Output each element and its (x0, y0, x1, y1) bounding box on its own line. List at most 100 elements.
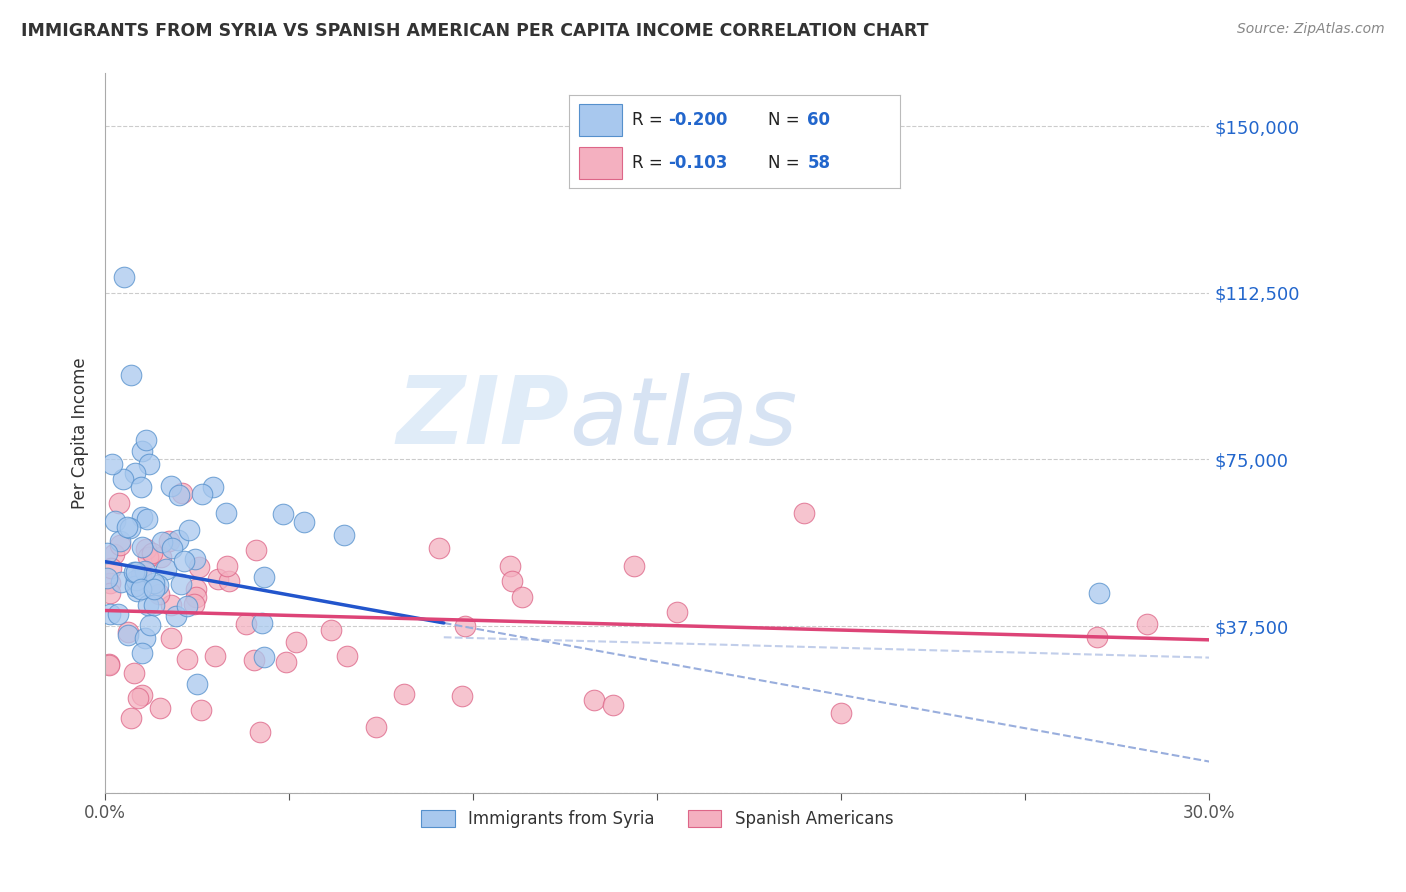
Point (103, 547, 125, 561)
Point (186, 677, 208, 691)
Point (253, 570, 276, 584)
Point (131, 688, 153, 702)
Point (124, 665, 146, 680)
Point (129, 582, 152, 596)
Point (129, 480, 152, 494)
Point (271, 507, 294, 521)
Point (167, 533, 190, 547)
Point (143, 582, 166, 596)
Point (1088, 586, 1111, 600)
Point (427, 541, 450, 555)
Point (184, 582, 207, 596)
Point (364, 720, 387, 734)
Point (336, 648, 359, 663)
Point (623, 559, 645, 574)
Point (124, 466, 146, 480)
Point (501, 574, 523, 588)
Point (98, 576, 121, 591)
Point (333, 528, 356, 542)
Point (98, 607, 121, 621)
Point (184, 590, 207, 604)
Point (135, 541, 157, 556)
Point (131, 510, 153, 524)
Text: atlas: atlas (569, 373, 797, 464)
Point (274, 655, 297, 669)
Point (176, 599, 198, 613)
Point (136, 598, 159, 612)
Point (173, 554, 195, 568)
Point (665, 605, 688, 619)
Point (167, 488, 190, 502)
Point (129, 567, 152, 582)
Point (830, 706, 852, 720)
Text: Source: ZipAtlas.com: Source: ZipAtlas.com (1237, 22, 1385, 37)
Point (97, 657, 120, 672)
Point (125, 565, 148, 579)
Point (143, 576, 166, 591)
Point (159, 631, 181, 645)
Point (112, 270, 135, 285)
Point (1085, 630, 1108, 644)
Point (150, 535, 173, 549)
Point (204, 649, 226, 664)
Point (202, 480, 225, 494)
Point (184, 552, 207, 566)
Point (602, 698, 624, 712)
Point (108, 538, 131, 552)
Point (321, 624, 343, 638)
Point (165, 609, 187, 624)
Point (218, 574, 240, 588)
Point (120, 711, 142, 725)
Point (157, 534, 180, 549)
Point (253, 649, 276, 664)
Point (131, 443, 153, 458)
Point (187, 560, 209, 574)
Point (207, 572, 229, 586)
Point (117, 628, 139, 642)
Point (284, 635, 307, 649)
Point (125, 573, 148, 587)
Point (179, 523, 201, 537)
Point (793, 506, 815, 520)
Point (139, 617, 162, 632)
Point (100, 561, 122, 575)
Point (110, 575, 132, 590)
Point (245, 542, 267, 557)
Text: IMMIGRANTS FROM SYRIA VS SPANISH AMERICAN PER CAPITA INCOME CORRELATION CHART: IMMIGRANTS FROM SYRIA VS SPANISH AMERICA… (21, 22, 928, 40)
Point (120, 521, 142, 535)
Point (453, 619, 475, 633)
Point (134, 564, 156, 578)
Point (1136, 616, 1159, 631)
Point (127, 690, 149, 705)
Point (135, 433, 157, 447)
Point (100, 457, 122, 471)
Point (138, 550, 160, 565)
Point (191, 487, 214, 501)
Point (176, 652, 198, 666)
Point (96, 546, 118, 560)
Point (150, 549, 173, 564)
Point (115, 520, 138, 534)
Point (215, 506, 238, 520)
Point (235, 616, 257, 631)
Point (117, 624, 139, 639)
Point (160, 479, 183, 493)
Point (160, 541, 183, 555)
Point (148, 587, 170, 601)
Point (134, 632, 156, 646)
Text: ZIP: ZIP (396, 373, 569, 465)
Point (292, 515, 315, 529)
Point (146, 578, 169, 592)
Point (160, 598, 183, 612)
Point (172, 486, 194, 500)
Point (169, 576, 191, 591)
Point (183, 597, 205, 611)
Point (249, 725, 271, 739)
Point (104, 514, 127, 528)
Y-axis label: Per Capita Income: Per Capita Income (72, 357, 89, 508)
Point (250, 615, 273, 630)
Point (136, 512, 159, 526)
Point (190, 703, 212, 717)
Point (450, 689, 472, 703)
Point (98, 586, 121, 600)
